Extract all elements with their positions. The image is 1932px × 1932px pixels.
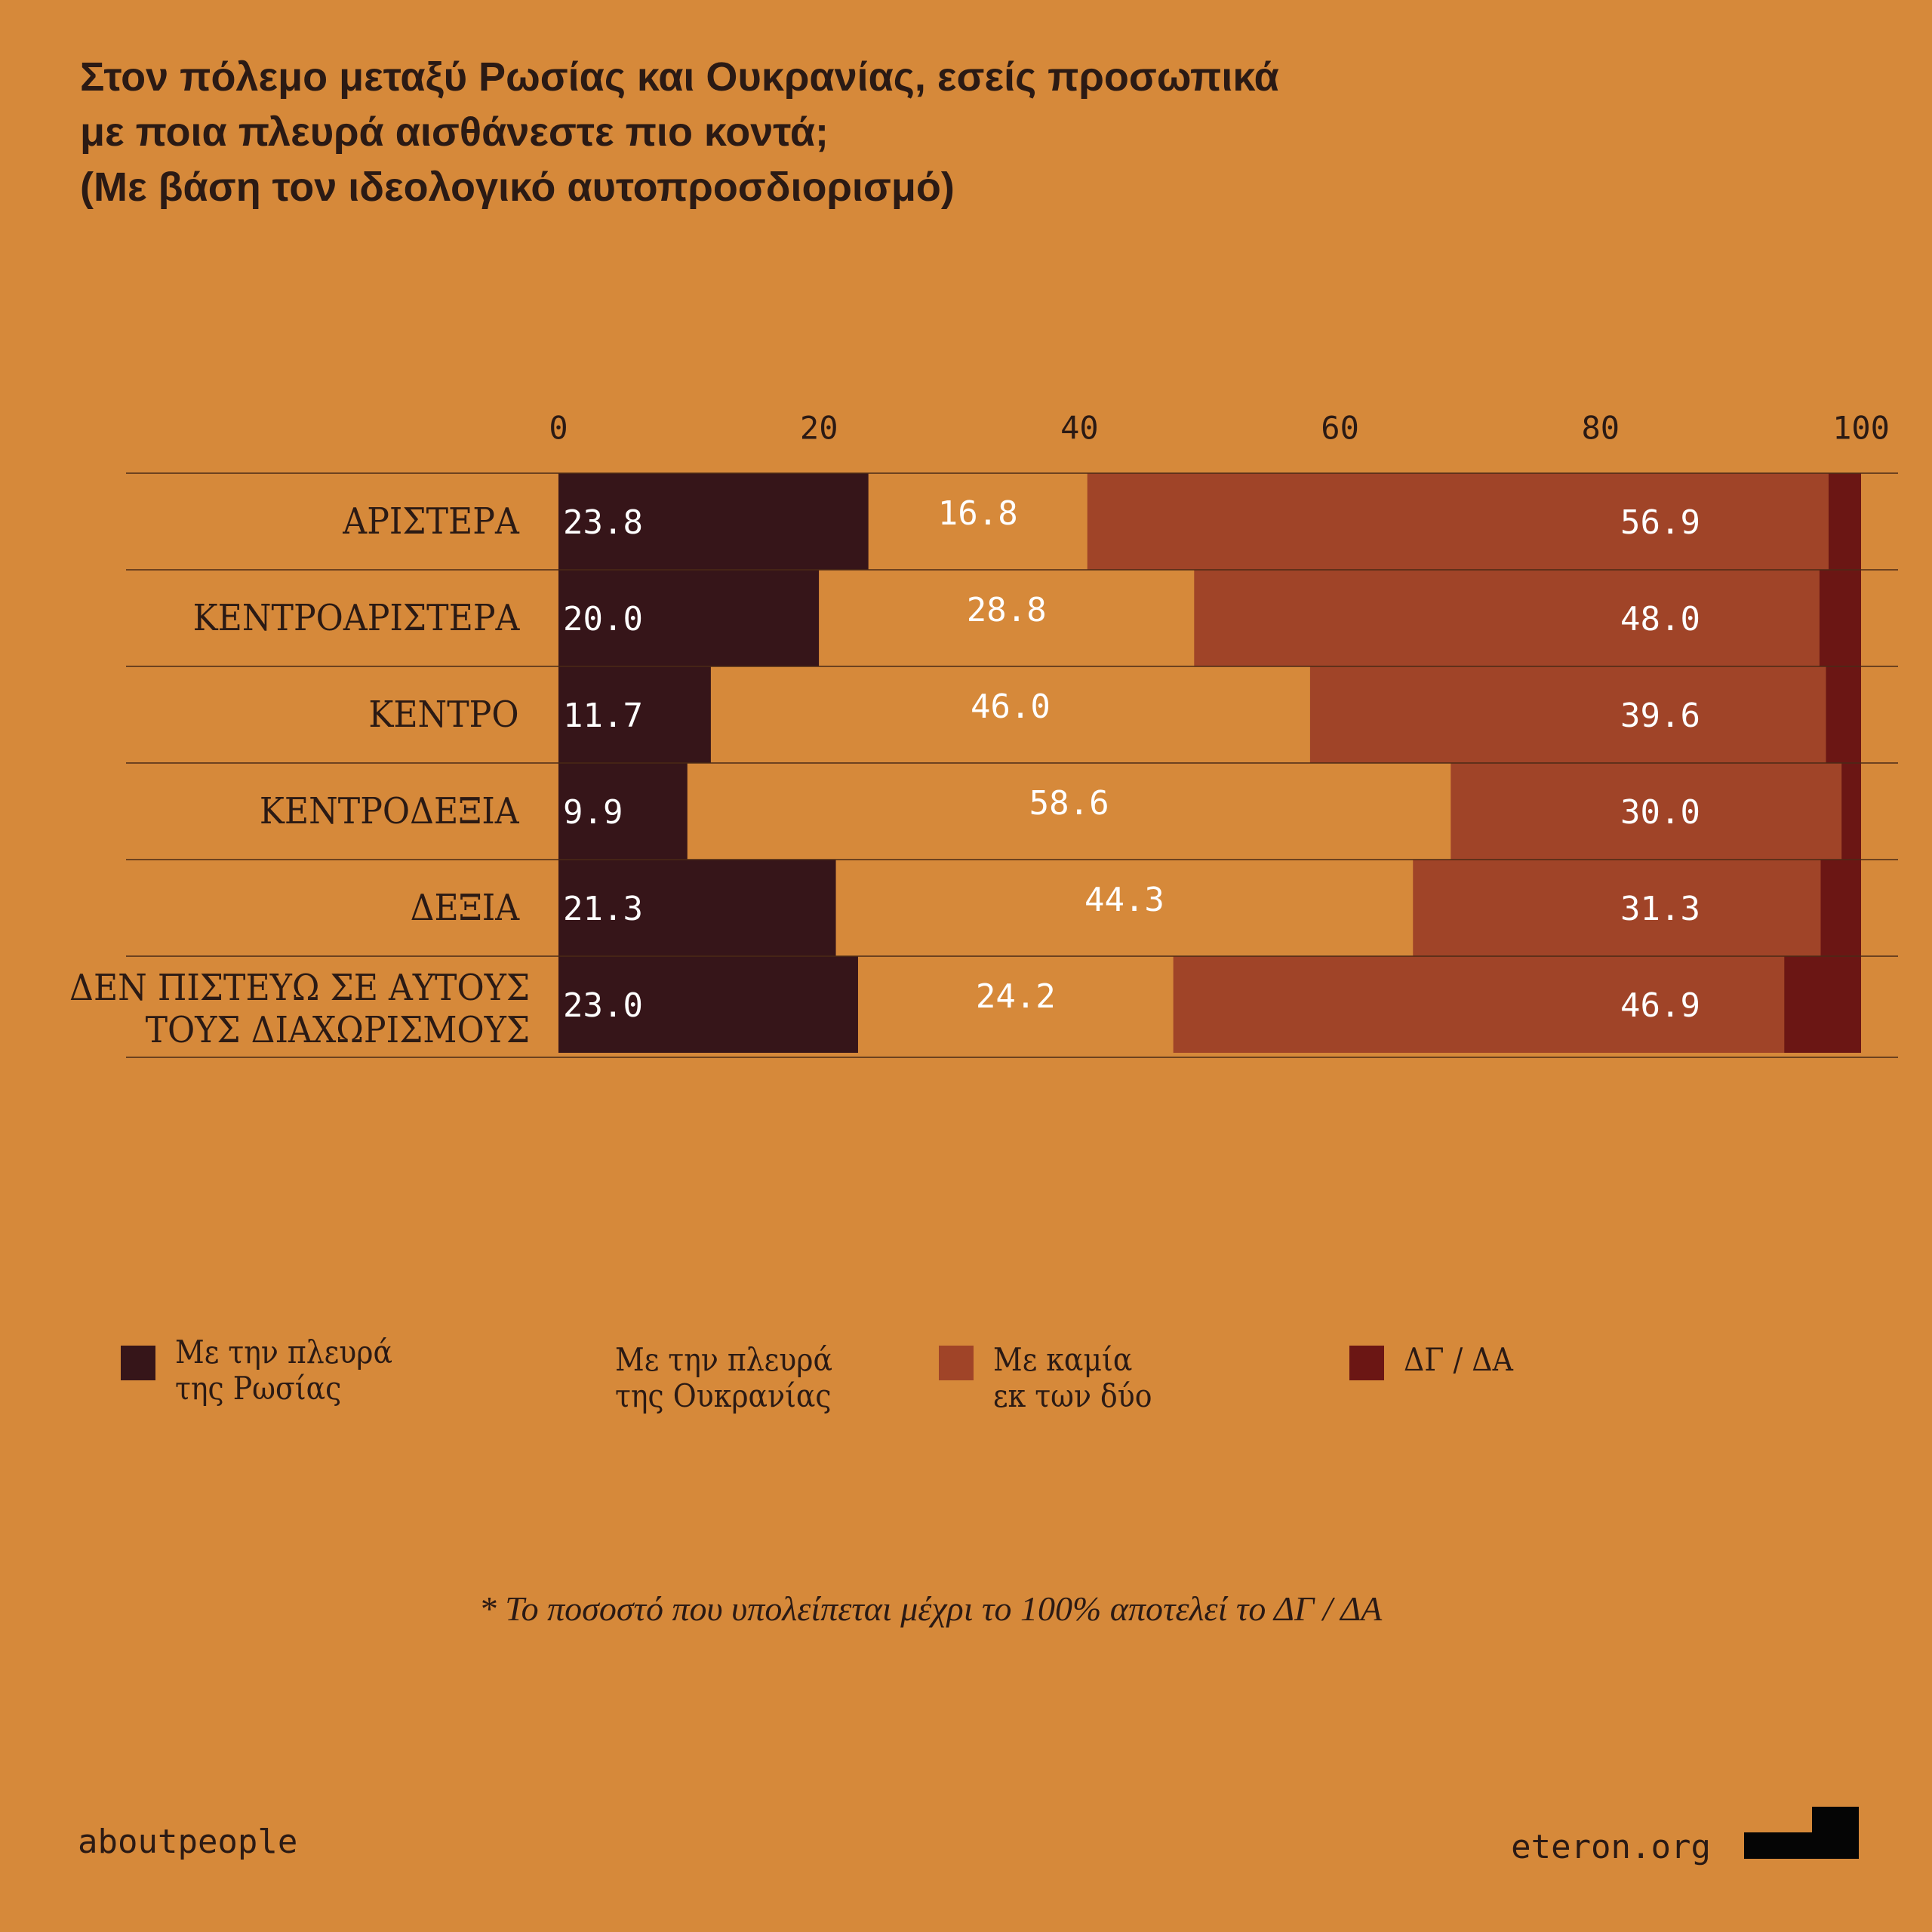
bar-segment [558,763,688,860]
bar-segment [558,860,836,956]
value-label: 48.0 [1620,600,1700,638]
logo [1744,1832,1859,1859]
x-tick-label: 0 [549,410,568,447]
value-label: 44.3 [1084,881,1164,919]
value-label: 39.6 [1620,697,1700,735]
bar-segment [1451,763,1842,860]
legend-label: Με την πλευρά της Ρωσίας [175,1334,392,1407]
bar-segment [1173,956,1785,1053]
bar-segment [1826,666,1861,763]
y-tick-label: ΔΕΞΙΑ [410,887,519,929]
bar-segment [819,570,1195,666]
bar-segment [835,860,1414,956]
bar-segment [1820,860,1861,956]
value-label: 30.0 [1620,793,1700,832]
bar-segment [868,473,1088,570]
value-label: 9.9 [563,793,623,832]
y-tick-label: ΚΕΝΤΡΟΑΡΙΣΤΕΡΑ [192,597,519,639]
x-tick-label: 20 [800,410,838,447]
y-tick-label: ΚΕΝΤΡΟΔΕΞΙΑ [260,790,519,832]
legend-swatch [121,1346,155,1380]
bar-segment [710,666,1310,763]
source: aboutpeople [78,1823,298,1861]
logo [1812,1807,1859,1834]
bar-segment [558,570,820,666]
value-label: 31.3 [1620,890,1700,928]
legend-label: Με την πλευρά της Ουκρανίας [615,1341,832,1414]
legend-swatch [939,1346,974,1380]
bar-segment [1841,763,1861,860]
x-tick-label: 60 [1321,410,1359,447]
y-tick-label: ΔΕΝ ΠΙΣΤΕΥΩ ΣΕ ΑΥΤΟΥΣ ΤΟΥΣ ΔΙΑΧΩΡΙΣΜΟΥΣ [69,967,530,1051]
legend-swatch [1349,1346,1384,1380]
legend-label: ΔΓ / ΔΑ [1404,1341,1513,1378]
legend-swatch [561,1346,595,1380]
value-label: 46.9 [1620,986,1700,1025]
value-label: 23.8 [563,503,643,542]
value-label: 16.8 [938,494,1018,533]
bar-segment [558,473,869,570]
bar-segment [1828,473,1861,570]
footnote: * Το ποσοστό που υπολείπεται μέχρι το 10… [478,1589,1383,1628]
value-label: 46.0 [971,688,1051,726]
value-label: 11.7 [563,697,643,735]
value-label: 28.8 [967,591,1047,629]
value-label: 23.0 [563,986,643,1025]
x-tick-label: 80 [1582,410,1620,447]
bar-segment [857,956,1174,1053]
bar-segment [687,763,1451,860]
value-label: 56.9 [1620,503,1700,542]
chart-title: Στον πόλεμο μεταξύ Ρωσίας και Ουκρανίας,… [80,54,1279,210]
bar-segment [1413,860,1821,956]
bar-segment [1784,956,1861,1053]
value-label: 58.6 [1029,784,1109,823]
publisher: eteron.org [1511,1828,1711,1866]
legend-label: Με καμία εκ των δύο [993,1341,1152,1414]
x-tick-label: 100 [1832,410,1890,447]
value-label: 21.3 [563,890,643,928]
y-tick-label: ΑΡΙΣΤΕΡΑ [343,500,519,543]
bar-segment [1819,570,1861,666]
bar-segment [558,956,858,1053]
bar-segment [558,666,711,763]
x-tick-label: 40 [1060,410,1099,447]
bar-segment [1309,666,1826,763]
value-label: 20.0 [563,600,643,638]
y-tick-label: ΚΕΝΤΡΟ [368,694,519,736]
bar-segment [1087,473,1829,570]
bar-segment [1194,570,1820,666]
value-label: 24.2 [976,977,1056,1016]
